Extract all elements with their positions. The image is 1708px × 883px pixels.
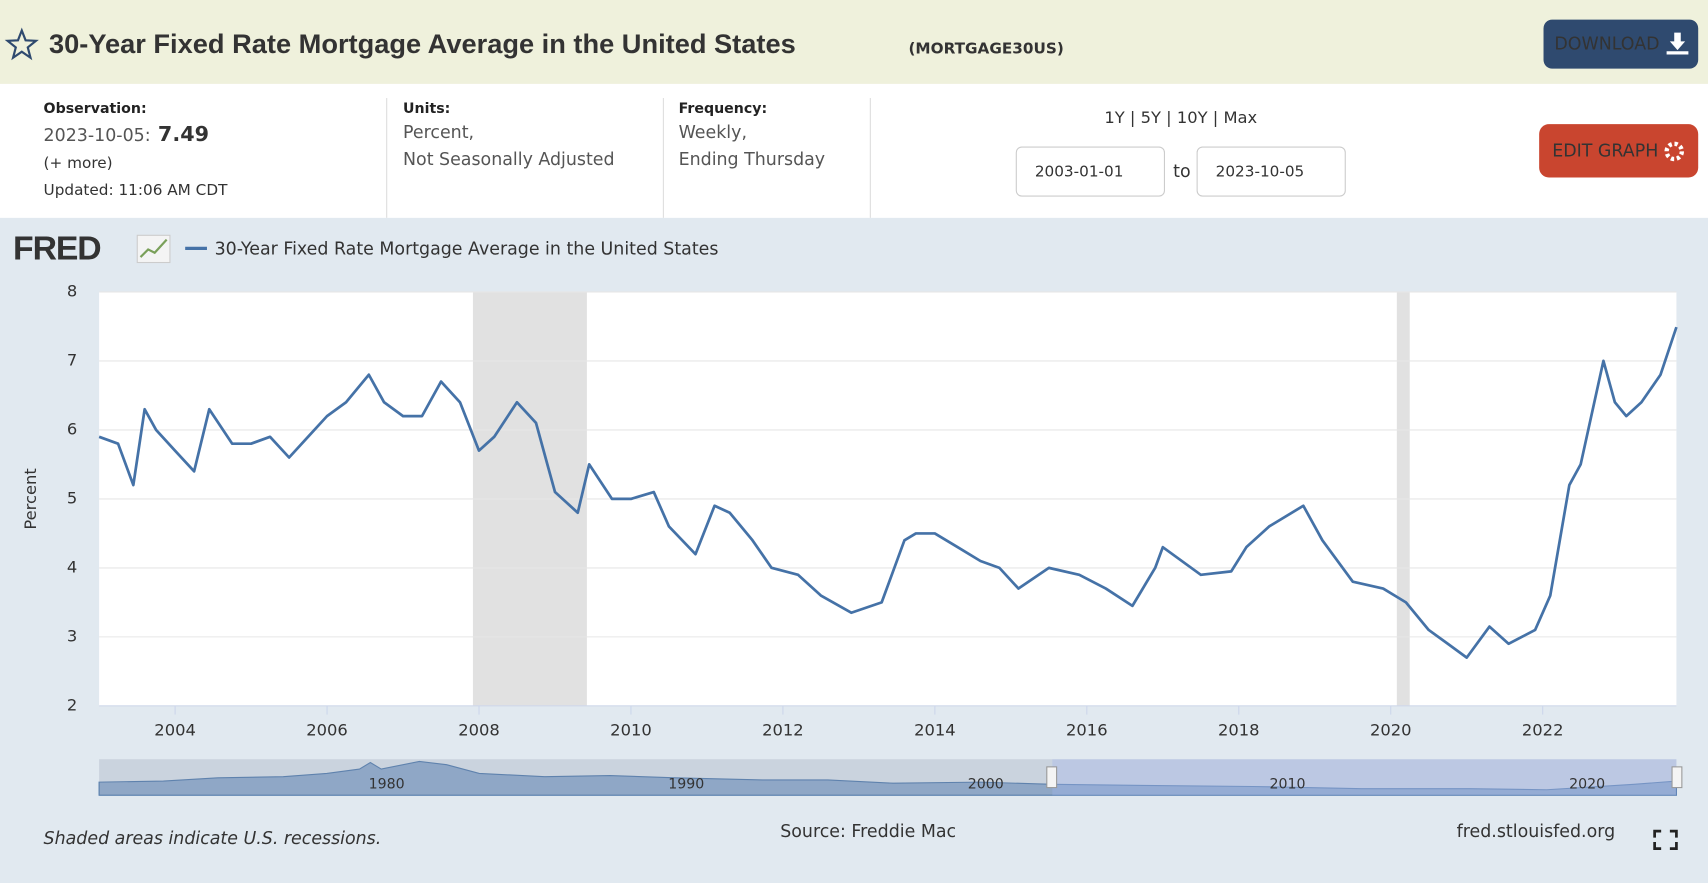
x-tick-label: 2014 <box>914 720 956 739</box>
y-tick-label: 6 <box>67 419 77 438</box>
y-tick-label: 7 <box>67 350 77 369</box>
frequency-line: Ending Thursday <box>679 150 825 170</box>
x-tick-label: 2004 <box>154 720 196 739</box>
navigator-label: 1980 <box>369 776 405 792</box>
navigator-label: 2020 <box>1569 776 1605 792</box>
navigator-label: 1990 <box>668 776 704 792</box>
legend-label: 30-Year Fixed Rate Mortgage Average in t… <box>215 239 719 259</box>
download-label: DOWNLOAD <box>1554 35 1659 55</box>
range-links[interactable]: 1Y | 5Y | 10Y | Max <box>1104 108 1257 127</box>
more-link[interactable]: (+ more) <box>44 154 113 172</box>
observation-date: 2023-10-05: <box>44 126 151 146</box>
units-line: Not Seasonally Adjusted <box>403 150 615 170</box>
y-tick-label: 3 <box>67 626 77 645</box>
site: fred.stlouisfed.org <box>1457 822 1615 842</box>
navigator-handle[interactable] <box>1046 766 1058 789</box>
edit-graph-button[interactable] <box>1539 124 1699 178</box>
source: Source: Freddie Mac <box>780 822 956 842</box>
observation-label: Observation: <box>44 101 147 117</box>
frequency-label: Frequency: <box>679 101 768 117</box>
end-date: 2023-10-05 <box>1216 163 1305 181</box>
navigator-label: 2010 <box>1270 776 1306 792</box>
x-tick-label: 2010 <box>610 720 652 739</box>
x-tick-label: 2020 <box>1370 720 1412 739</box>
start-date: 2003-01-01 <box>1035 163 1124 181</box>
logo-icon <box>136 234 171 264</box>
units-label: Units: <box>403 101 450 117</box>
units-line: Percent, <box>403 123 474 143</box>
fullscreen-icon[interactable] <box>1653 829 1678 850</box>
series-line <box>98 326 1678 659</box>
navigator-handle[interactable] <box>1671 766 1683 789</box>
y-tick-label: 5 <box>67 488 77 507</box>
x-tick-label: 2008 <box>458 720 500 739</box>
favorite-star[interactable] <box>4 27 39 61</box>
x-tick-label: 2012 <box>762 720 804 739</box>
header-bar <box>0 0 1708 84</box>
download-button[interactable] <box>1543 19 1699 69</box>
x-tick-label: 2016 <box>1066 720 1108 739</box>
download-icon <box>1666 32 1689 55</box>
y-tick-label: 4 <box>67 557 77 576</box>
series-id: (MORTGAGE30US) <box>908 40 1063 58</box>
to-label: to <box>1173 162 1190 182</box>
edit-graph-label: EDIT GRAPH <box>1552 141 1658 161</box>
gear-icon <box>1664 141 1685 162</box>
x-tick-label: 2006 <box>306 720 348 739</box>
navigator-selection[interactable] <box>1052 759 1677 796</box>
logo-icon-line <box>139 238 168 258</box>
x-tick-label: 2022 <box>1522 720 1564 739</box>
observation-value: 7.49 <box>158 122 209 146</box>
frequency-line: Weekly, <box>679 123 747 143</box>
page-title: 30-Year Fixed Rate Mortgage Average in t… <box>49 28 796 59</box>
fred-logo: FRED <box>13 229 101 267</box>
x-tick-label: 2018 <box>1218 720 1260 739</box>
y-tick-label: 8 <box>67 281 77 300</box>
y-axis-label: Percent <box>21 468 40 530</box>
navigator-mask <box>99 759 1053 796</box>
start-date-input[interactable] <box>1015 146 1165 197</box>
y-tick-label: 2 <box>67 695 77 714</box>
navigator-label: 2000 <box>968 776 1004 792</box>
recession-note: Shaded areas indicate U.S. recessions. <box>44 829 382 849</box>
end-date-input[interactable] <box>1196 146 1346 197</box>
updated: Updated: 11:06 AM CDT <box>44 181 229 199</box>
